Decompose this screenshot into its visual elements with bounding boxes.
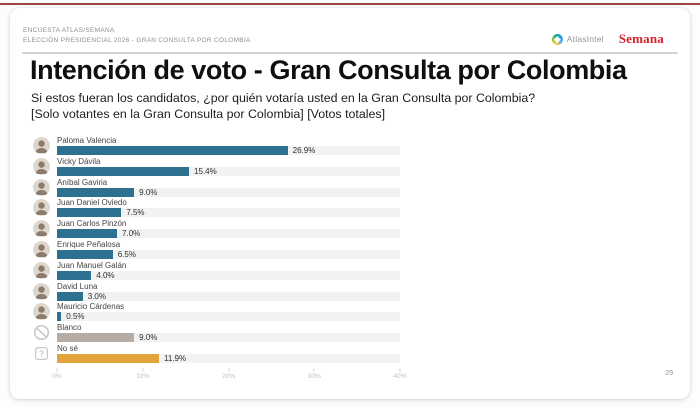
bar-value-label: 9.0%	[139, 187, 158, 197]
x-tick-label: 0%	[52, 373, 62, 380]
candidate-avatar	[33, 241, 50, 258]
bar-value-label: 11.9%	[164, 354, 187, 363]
bar-value-label: 6.5%	[117, 250, 136, 259]
svg-text:?: ?	[39, 349, 44, 359]
bar-value-label: 7.5%	[126, 208, 145, 218]
bar-track: 9.0%	[57, 333, 400, 343]
subtitle-line-2: [Solo votantes en la Gran Consulta por C…	[31, 106, 386, 121]
chart-row: ? No sé 11.9%	[10, 344, 690, 365]
atlasintel-logo: AtlasIntel	[551, 33, 604, 45]
bar	[57, 166, 190, 176]
x-tick-label: 40%	[393, 373, 407, 380]
candidate-name: Juan Manuel Galán	[57, 260, 127, 270]
bar	[57, 229, 118, 239]
bar	[57, 312, 62, 322]
top-accent-line	[0, 3, 700, 5]
candidate-name: Vicky Dávila	[57, 156, 101, 166]
candidate-name: No sé	[57, 344, 78, 353]
semana-wordmark: Semana	[618, 31, 664, 46]
x-tick-mark	[399, 368, 401, 372]
page-number: 29	[665, 370, 673, 377]
kicker-line-1: ENCUESTA ATLAS/SEMANA	[23, 27, 115, 34]
candidate-avatar	[33, 137, 50, 154]
bar	[57, 354, 160, 363]
candidate-avatar	[33, 303, 50, 321]
x-tick-label: 30%	[307, 373, 321, 380]
candidate-avatar	[33, 282, 50, 300]
candidate-name: Mauricio Cárdenas	[57, 302, 125, 312]
bar-value-label: 7.0%	[122, 229, 141, 239]
page-title: Intención de voto - Gran Consulta por Co…	[30, 55, 627, 85]
bar-track: 7.5%	[57, 208, 400, 218]
question-mark-icon: ?	[33, 345, 50, 362]
chart-row: David Luna 3.0%	[10, 282, 690, 303]
candidate-avatar	[33, 178, 50, 196]
blanco-prohibition-icon	[33, 324, 50, 341]
candidate-name: Juan Carlos Pinzón	[57, 219, 127, 229]
x-axis: 0% 10% 20% 30% 40%	[52, 368, 407, 382]
x-tick-mark	[228, 368, 229, 372]
x-tick-label: 10%	[136, 373, 150, 380]
bar	[57, 333, 135, 343]
bar-value-label: 4.0%	[96, 270, 115, 280]
kicker-line-2: ELECCIÓN PRESIDENCIAL 2026 - GRAN CONSUL…	[23, 37, 251, 44]
bar-value-label: 9.0%	[139, 333, 158, 343]
bar	[57, 208, 122, 218]
x-tick-mark	[56, 368, 58, 372]
candidate-avatar	[33, 261, 50, 279]
chart-subtitle: Si estos fueran los candidatos, ¿por qui…	[31, 91, 535, 122]
chart-row: Vicky Dávila 15.4%	[10, 157, 690, 178]
bar-value-label: 26.9%	[292, 146, 316, 155]
bar-track: 6.5%	[57, 250, 400, 259]
bar	[57, 187, 135, 197]
candidate-name: Enrique Peñalosa	[57, 240, 121, 249]
chart-row: Blanco 9.0%	[10, 323, 690, 344]
bar-track: 15.4%	[57, 166, 400, 176]
bar	[57, 250, 113, 259]
bar-track: 26.9%	[57, 146, 400, 155]
bar	[57, 291, 83, 301]
candidate-name: David Luna	[57, 281, 98, 291]
bar-track: 7.0%	[57, 229, 400, 239]
bar-value-label: 15.4%	[194, 166, 217, 176]
candidate-name: Blanco	[57, 323, 82, 333]
chart-row: Juan Manuel Galán 4.0%	[10, 261, 690, 282]
bar	[57, 270, 92, 280]
chart-row: Juan Daniel Oviedo 7.5%	[10, 198, 690, 219]
brand-logos: AtlasIntel Semana	[551, 31, 664, 47]
chart-row: Juan Carlos Pinzón 7.0%	[10, 219, 690, 240]
header-divider	[22, 52, 678, 54]
slide: ENCUESTA ATLAS/SEMANA ELECCIÓN PRESIDENC…	[10, 8, 690, 399]
x-tick-mark	[142, 368, 144, 372]
candidate-avatar	[33, 199, 50, 217]
bar-track: 9.0%	[57, 187, 400, 197]
candidate-name: Aníbal Gaviria	[57, 177, 108, 187]
x-tick-label: 20%	[221, 373, 236, 380]
candidate-name: Paloma Valencia	[57, 136, 117, 145]
atlasintel-wordmark: AtlasIntel	[566, 34, 604, 44]
chart-row: Enrique Peñalosa 6.5%	[10, 240, 690, 261]
bar-track: 11.9%	[57, 354, 400, 363]
chart-row: Mauricio Cárdenas 0.5%	[10, 302, 690, 323]
bar-track: 0.5%	[57, 312, 400, 322]
bar-value-label: 0.5%	[66, 312, 85, 322]
chart-row: Aníbal Gaviria 9.0%	[10, 178, 690, 199]
bar-track: 4.0%	[57, 270, 400, 280]
subtitle-line-1: Si estos fueran los candidatos, ¿por qui…	[31, 91, 536, 105]
atlasintel-diamond-icon	[551, 33, 563, 45]
slide-kicker: ENCUESTA ATLAS/SEMANA ELECCIÓN PRESIDENC…	[23, 26, 251, 46]
bar	[57, 146, 288, 155]
chart-row: Paloma Valencia 26.9%	[10, 136, 690, 157]
bar-track: 3.0%	[57, 291, 400, 301]
candidate-avatar	[33, 220, 50, 238]
bar-value-label: 3.0%	[87, 291, 106, 301]
candidate-name: Juan Daniel Oviedo	[57, 198, 127, 208]
chart-rows: Paloma Valencia 26.9% Vicky Dávila 15.4%	[10, 136, 690, 366]
candidate-avatar	[33, 157, 50, 175]
x-tick-mark	[313, 368, 315, 372]
